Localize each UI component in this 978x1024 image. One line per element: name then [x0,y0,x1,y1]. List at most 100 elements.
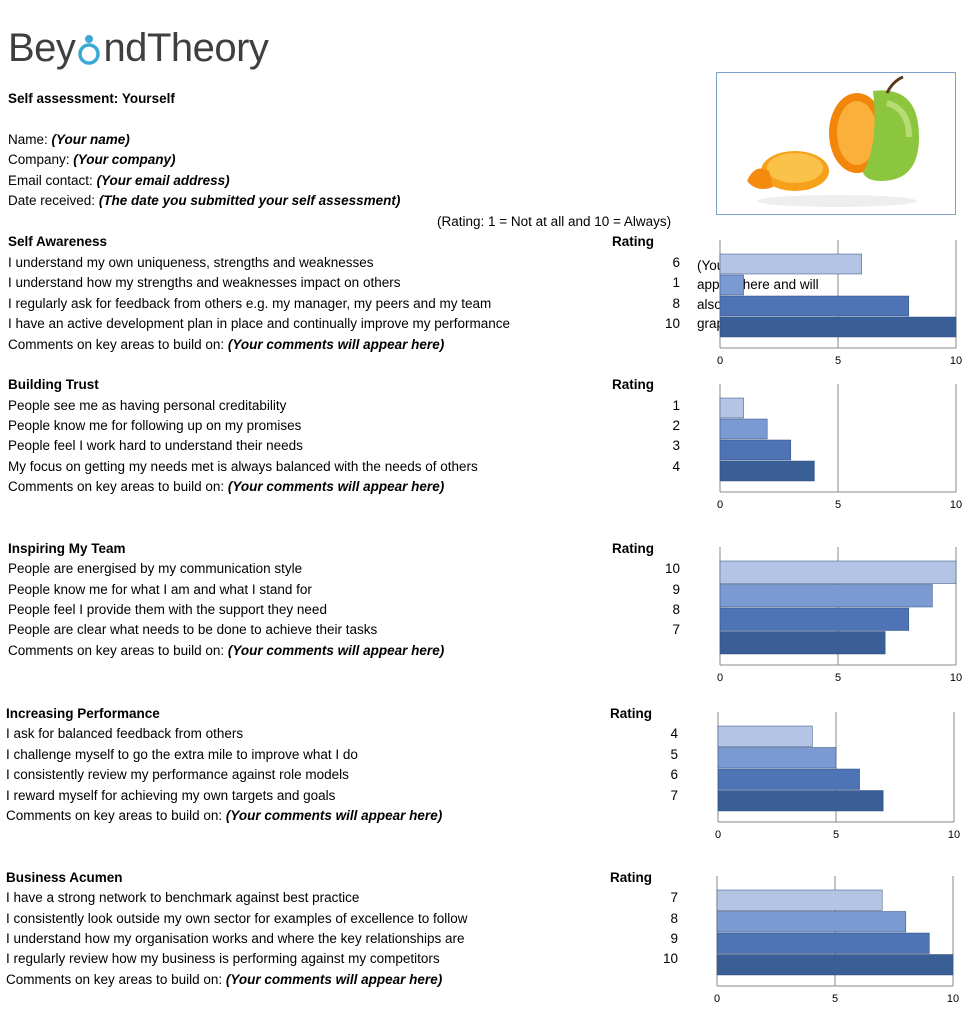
apple-orange-photo [716,72,956,215]
section-title: Self Awareness [8,234,108,249]
bar [719,274,744,296]
question-text: People are clear what needs to be done t… [8,622,378,637]
question-text: I ask for balanced feedback from others [6,726,244,741]
bar [719,607,910,631]
bar [719,295,910,317]
tick-label: 5 [835,499,841,511]
question-text: People feel I provide them with the supp… [8,602,327,617]
beyond-theory-logo: Bey ndTheory [8,26,269,71]
tick-label: 10 [947,993,959,1005]
comments-placeholder: (Your comments will appear here) [227,643,445,658]
rating-value: 8 [672,296,680,311]
field-value: (Your email address) [96,173,230,188]
logo-text-bey: Bey [8,26,76,70]
field-name: Name: (Your name) [8,132,130,147]
field-value: (Your name) [51,132,130,147]
bar [719,418,768,440]
comments-placeholder: (Your comments will appear here) [227,337,445,352]
question-text: I have a strong network to benchmark aga… [6,890,360,905]
bar [717,790,884,812]
bar [716,889,883,911]
rating-value: 9 [672,582,680,597]
rating-value: 10 [664,561,680,576]
question-text: I understand how my strengths and weakne… [8,275,401,290]
inspiring-team-chart: 0 5 10 [717,547,962,684]
bar [719,560,957,584]
apple-orange-icon [747,75,919,207]
comments-label: Comments on key areas to build on: [6,808,223,823]
comments-line: Comments on key areas to build on: (Your… [8,643,444,658]
rating-header: Rating [610,706,652,721]
comments-line: Comments on key areas to build on: (Your… [8,337,444,352]
rating-value: 1 [672,398,680,413]
comments-placeholder: (Your comments will appear here) [225,972,443,987]
comments-label: Comments on key areas to build on: [8,337,225,352]
tick-label: 0 [717,355,723,367]
increasing-performance-chart: 0 5 10 [715,712,960,841]
rating-value: 9 [670,931,678,946]
comments-label: Comments on key areas to build on: [8,643,225,658]
question-text: People know me for what I am and what I … [8,582,312,597]
question-text: I regularly ask for feedback from others… [8,296,492,311]
question-text: I regularly review how my business is pe… [6,951,440,966]
rating-value: 8 [670,911,678,926]
logo-text-theory: Theory [146,26,269,70]
comments-line: Comments on key areas to build on: (Your… [6,972,442,987]
rating-value: 6 [670,767,678,782]
tick-label: 10 [950,499,962,511]
rating-value: 10 [664,316,680,331]
rating-value: 5 [670,747,678,762]
field-label: Email contact: [8,173,93,188]
question-text: I have an active development plan in pla… [8,316,511,331]
rating-value: 1 [672,275,680,290]
bar [717,725,813,747]
tick-label: 10 [950,355,962,367]
bar [717,768,860,790]
section-title: Increasing Performance [6,706,160,721]
tick-label: 0 [717,499,723,511]
logo-text-nd: nd [103,26,147,70]
question-text: People know me for following up on my pr… [8,418,302,433]
question-text: My focus on getting my needs met is alwa… [8,459,478,474]
tick-label: 10 [950,672,962,684]
tick-label: 5 [832,993,838,1005]
field-value: (The date you submitted your self assess… [98,193,401,208]
bar [717,747,837,769]
rating-header: Rating [612,541,654,556]
bar [719,397,744,419]
rating-value: 7 [670,890,678,905]
tick-label: 5 [835,355,841,367]
section-title: Business Acumen [6,870,123,885]
tick-label: 0 [715,829,721,841]
rating-value: 8 [672,602,680,617]
question-text: I consistently look outside my own secto… [6,911,468,926]
comments-label: Comments on key areas to build on: [6,972,223,987]
question-text: I challenge myself to go the extra mile … [6,747,358,762]
rating-value: 4 [672,459,680,474]
bar [716,911,907,933]
tick-label: 5 [833,829,839,841]
rating-header: Rating [610,870,652,885]
comments-placeholder: (Your comments will appear here) [227,479,445,494]
tick-label: 0 [714,993,720,1005]
building-trust-chart: 0 5 10 [717,384,962,511]
bar [719,316,957,338]
self-awareness-chart: 0 5 10 [717,240,962,367]
field-label: Name: [8,132,48,147]
field-company: Company: (Your company) [8,152,176,167]
bar [716,932,930,954]
rating-header: Rating [612,377,654,392]
bar [719,439,792,461]
question-text: I consistently review my performance aga… [6,767,349,782]
question-text: I understand my own uniqueness, strength… [8,255,374,270]
question-text: I understand how my organisation works a… [6,931,465,946]
rating-value: 3 [672,438,680,453]
bar [719,631,886,655]
question-text: People feel I work hard to understand th… [8,438,303,453]
tick-label: 10 [948,829,960,841]
business-acumen-chart: 0 5 10 [714,876,959,1005]
question-text: I reward myself for achieving my own tar… [6,788,336,803]
rating-value: 2 [672,418,680,433]
rating-value: 7 [672,622,680,637]
bar [719,584,933,608]
